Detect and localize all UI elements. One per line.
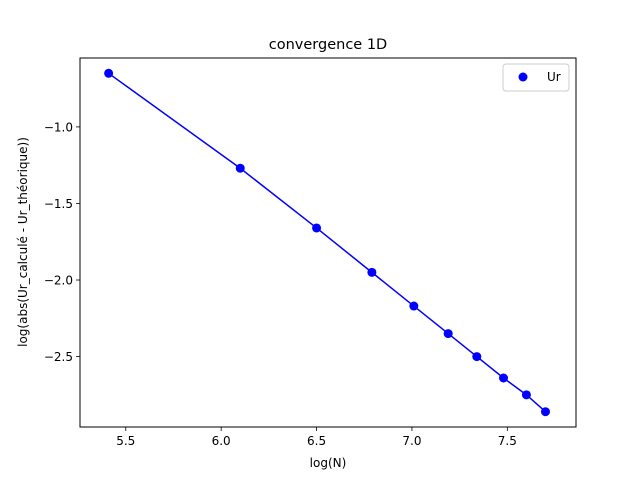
x-tick-label: 5.5 <box>116 434 135 448</box>
x-tick-label: 7.0 <box>402 434 421 448</box>
data-point <box>540 407 550 417</box>
data-point <box>235 163 245 173</box>
data-point <box>521 390 531 400</box>
legend-marker-ur <box>518 72 528 82</box>
chart-title: convergence 1D <box>269 37 387 53</box>
x-axis-label: log(N) <box>310 456 347 470</box>
y-axis-label: log(abs(Ur_calculé - Ur_théorique)) <box>16 137 30 347</box>
y-tick-label: −1.0 <box>44 120 73 134</box>
legend-box <box>502 63 570 92</box>
x-tick-label: 7.5 <box>498 434 517 448</box>
data-point <box>443 329 453 339</box>
data-point <box>312 223 322 233</box>
x-tick-label: 6.0 <box>212 434 231 448</box>
series-line-ur <box>108 72 546 413</box>
y-axis: −1.0 −1.5 −2.0 −2.5 <box>44 120 80 364</box>
series-layer <box>104 68 550 417</box>
data-point <box>472 352 482 362</box>
y-tick-label: −1.5 <box>44 197 73 211</box>
x-tick-label: 6.5 <box>307 434 326 448</box>
y-tick-label: −2.5 <box>44 350 73 364</box>
data-point <box>409 301 419 311</box>
axes-frame <box>79 57 577 428</box>
legend-label-ur: Ur <box>547 70 561 84</box>
data-point <box>104 68 114 78</box>
data-point <box>367 267 377 277</box>
legend[interactable]: Ur <box>502 63 570 92</box>
y-tick-label: −2.0 <box>44 274 73 288</box>
x-axis: 5.5 6.0 6.5 7.0 7.5 <box>116 427 517 448</box>
data-point <box>499 373 509 383</box>
